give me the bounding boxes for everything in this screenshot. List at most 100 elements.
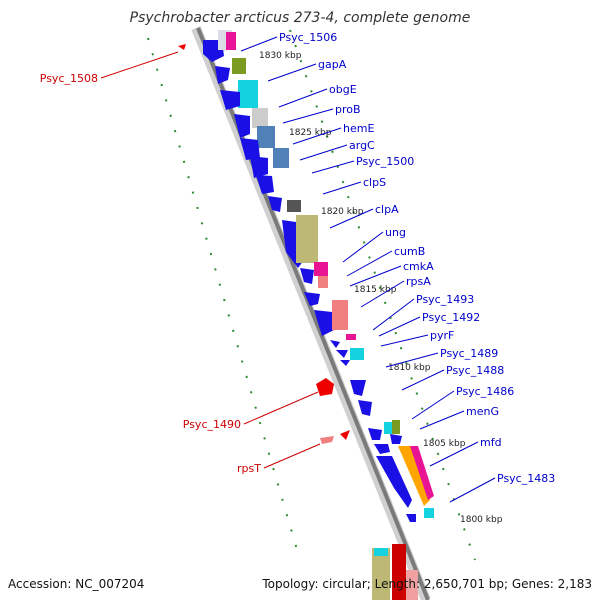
forward-gene-label[interactable]: Psyc_1500 bbox=[356, 155, 414, 168]
reverse-gene-label[interactable]: Psyc_1508 bbox=[40, 72, 98, 85]
gene-block[interactable] bbox=[398, 446, 430, 506]
gene-block[interactable] bbox=[392, 420, 400, 434]
topology-text: Topology: circular; Length: 2,650,701 bp… bbox=[261, 577, 592, 591]
gene-block[interactable] bbox=[226, 32, 236, 50]
forward-gene-label[interactable]: clpS bbox=[363, 176, 386, 189]
gene-block[interactable] bbox=[384, 422, 394, 434]
gene-arrow-reverse[interactable] bbox=[316, 378, 334, 396]
gene-arrow[interactable] bbox=[350, 380, 366, 396]
reverse-label-leader bbox=[243, 391, 319, 425]
gene-block[interactable] bbox=[406, 570, 418, 600]
gene-block[interactable] bbox=[318, 276, 328, 288]
scale-tick-label: 1800 kbp bbox=[460, 515, 503, 525]
forward-label-leader bbox=[380, 334, 429, 347]
forward-label-leader bbox=[278, 88, 328, 108]
gene-arrow[interactable] bbox=[250, 156, 268, 178]
gene-block[interactable] bbox=[424, 508, 434, 518]
gene-arrow[interactable] bbox=[300, 268, 314, 284]
forward-gene-label[interactable]: cmkA bbox=[403, 260, 434, 273]
forward-label-leader bbox=[360, 280, 405, 308]
forward-gene-label[interactable]: gapA bbox=[318, 58, 347, 71]
gene-arrow[interactable] bbox=[268, 196, 282, 212]
forward-gene-label[interactable]: menG bbox=[466, 405, 499, 418]
map-title: Psychrobacter arcticus 273-4, complete g… bbox=[130, 10, 471, 26]
gene-arrow[interactable] bbox=[368, 428, 382, 440]
forward-gene-label[interactable]: ung bbox=[385, 226, 406, 239]
gene-block[interactable] bbox=[392, 544, 406, 600]
scale-tick-label: 1825 kbp bbox=[289, 128, 332, 138]
forward-gene-label[interactable]: Psyc_1492 bbox=[422, 311, 480, 324]
scale-tick-label: 1810 kbp bbox=[388, 363, 431, 373]
forward-gene-label[interactable]: cumB bbox=[394, 245, 425, 258]
gene-block[interactable] bbox=[350, 348, 364, 360]
gene-arrow-reverse[interactable] bbox=[178, 44, 186, 50]
forward-gene-label[interactable]: rpsA bbox=[406, 275, 431, 288]
forward-gene-label[interactable]: Psyc_1488 bbox=[446, 364, 504, 377]
gene-arrow[interactable] bbox=[406, 514, 416, 522]
gene-features bbox=[178, 30, 434, 600]
forward-label-leader bbox=[411, 390, 455, 420]
gene-block[interactable] bbox=[287, 200, 301, 212]
scale-ticks: 1830 kbp 1825 kbp 1820 kbp 1815 kbp 1810 kbp… bbox=[259, 51, 503, 525]
gene-block[interactable] bbox=[374, 548, 388, 556]
gene-block[interactable] bbox=[314, 262, 328, 276]
gene-arrow[interactable] bbox=[304, 292, 320, 306]
forward-label-leader bbox=[429, 441, 479, 467]
reverse-gene-label[interactable]: rpsT bbox=[237, 462, 261, 475]
gene-arrow-reverse[interactable] bbox=[340, 430, 350, 440]
forward-gene-label[interactable]: obgE bbox=[329, 83, 357, 96]
gene-block[interactable] bbox=[346, 334, 356, 340]
gene-block[interactable] bbox=[252, 108, 268, 128]
gene-block[interactable] bbox=[296, 215, 318, 263]
gene-block[interactable] bbox=[332, 300, 348, 330]
gene-arrow[interactable] bbox=[220, 90, 240, 110]
gene-arrow[interactable] bbox=[374, 444, 390, 454]
forward-label-leader bbox=[385, 352, 439, 368]
gene-arrow-reverse[interactable] bbox=[320, 436, 334, 444]
forward-gene-label[interactable]: Psyc_1493 bbox=[416, 293, 474, 306]
forward-gene-label[interactable]: Psyc_1486 bbox=[456, 385, 514, 398]
scale-tick-label: 1815 kbp bbox=[354, 285, 397, 295]
gene-arrow[interactable] bbox=[376, 456, 412, 508]
forward-gene-label[interactable]: clpA bbox=[375, 203, 399, 216]
gene-block[interactable] bbox=[238, 80, 258, 108]
gene-arrow[interactable] bbox=[358, 400, 372, 416]
forward-gene-label[interactable]: hemE bbox=[343, 122, 374, 135]
scale-tick-label: 1805 kbp bbox=[423, 439, 466, 449]
forward-gene-label[interactable]: pyrF bbox=[430, 329, 454, 342]
gene-arrow[interactable] bbox=[234, 114, 250, 138]
forward-label-leader bbox=[378, 316, 421, 337]
forward-gene-label[interactable]: Psyc_1483 bbox=[497, 472, 555, 485]
reverse-gene-label[interactable]: Psyc_1490 bbox=[183, 418, 241, 431]
gene-arrow[interactable] bbox=[390, 434, 402, 444]
forward-label-leader bbox=[282, 108, 334, 124]
forward-gene-label[interactable]: mfd bbox=[480, 436, 502, 449]
forward-label-leader bbox=[342, 231, 384, 263]
forward-label-leader bbox=[299, 144, 348, 161]
gene-arrow[interactable] bbox=[330, 340, 340, 348]
forward-label-leader bbox=[346, 250, 393, 277]
gene-arrow[interactable] bbox=[314, 310, 334, 336]
forward-label-leader bbox=[311, 160, 355, 174]
forward-label-leader bbox=[372, 298, 415, 331]
accession-text: Accession: NC_007204 bbox=[8, 577, 144, 591]
gene-arrow[interactable] bbox=[256, 175, 274, 194]
forward-gene-label[interactable]: proB bbox=[335, 103, 361, 116]
gene-block[interactable] bbox=[410, 446, 434, 500]
forward-label-leader bbox=[240, 36, 278, 52]
gene-block[interactable] bbox=[273, 148, 289, 168]
forward-gene-label[interactable]: argC bbox=[349, 139, 375, 152]
reverse-gene-labels: Psyc_1508 Psyc_1490 rpsT bbox=[40, 51, 321, 475]
gene-arrow[interactable] bbox=[340, 360, 350, 366]
gene-block[interactable] bbox=[232, 58, 246, 74]
gene-block[interactable] bbox=[257, 126, 275, 148]
forward-label-leader bbox=[329, 208, 374, 229]
gene-arrow[interactable] bbox=[336, 350, 348, 358]
gene-block[interactable] bbox=[372, 548, 390, 600]
forward-gene-label[interactable]: Psyc_1506 bbox=[279, 31, 337, 44]
gene-arrow[interactable] bbox=[240, 138, 260, 160]
gene-arrow[interactable] bbox=[215, 66, 230, 84]
scale-tick-label: 1830 kbp bbox=[259, 51, 302, 61]
backbone bbox=[191, 26, 431, 600]
forward-gene-label[interactable]: Psyc_1489 bbox=[440, 347, 498, 360]
